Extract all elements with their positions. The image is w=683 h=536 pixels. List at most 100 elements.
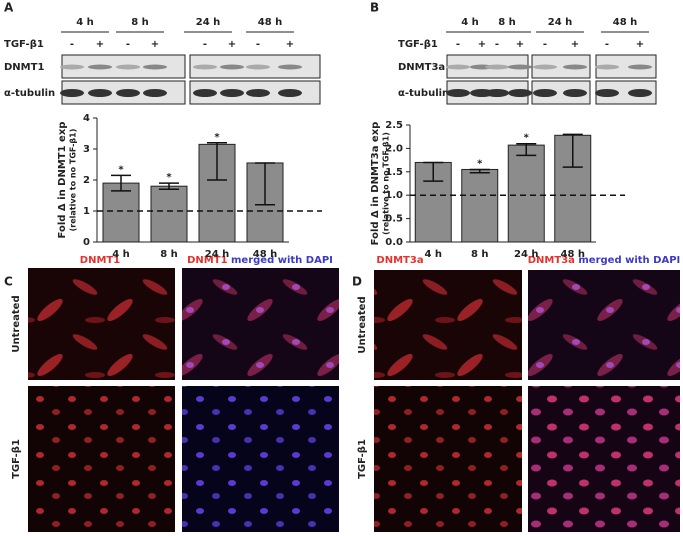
time-label: 48 h — [613, 17, 638, 28]
blot-band — [193, 89, 217, 97]
blot-band — [116, 89, 140, 97]
treatment-sign: - — [126, 39, 130, 50]
row-label: Untreated — [357, 296, 368, 353]
blot-band — [508, 64, 532, 70]
blot-band — [446, 89, 470, 97]
panel-label: D — [352, 275, 362, 289]
y-tick-label: 1.0 — [385, 190, 403, 201]
x-tick-label: 4 h — [424, 249, 442, 260]
x-tick-label: 8 h — [471, 249, 489, 260]
treatment-sign: + — [516, 39, 524, 50]
blot-band — [60, 89, 84, 97]
panel-label: A — [4, 1, 14, 15]
row-label: TGF-β1 — [11, 439, 22, 479]
blot-band — [246, 89, 270, 97]
y-tick-label: 1.5 — [385, 167, 403, 178]
blot-strip — [531, 54, 591, 79]
treatment-label: TGF-β1 — [398, 39, 438, 50]
significance: * — [524, 133, 530, 144]
x-tick-label: 8 h — [160, 249, 178, 260]
y-axis-sublabel: (relative to no TGF-β1) — [69, 129, 78, 232]
treatment-sign: - — [70, 39, 74, 50]
blot-band — [246, 64, 270, 70]
treatment-sign: + — [96, 39, 104, 50]
blot-label: α-tubulin — [398, 88, 449, 99]
blot-band — [88, 64, 112, 70]
blot-label: DNMT1 — [4, 62, 44, 73]
bar — [150, 185, 188, 243]
blot-band — [220, 89, 244, 97]
treatment-sign: - — [456, 39, 460, 50]
blot-band — [595, 89, 619, 97]
y-tick-label: 0.0 — [385, 237, 403, 248]
y-axis-label: Fold Δ in DNMT1 exp — [57, 122, 68, 239]
blot-band — [60, 64, 84, 70]
treatment-sign: - — [495, 39, 499, 50]
blot-band — [508, 89, 532, 97]
error-bar — [516, 142, 537, 157]
error-bar — [423, 161, 444, 182]
error-bar — [207, 142, 227, 181]
error-bar — [255, 162, 275, 206]
blot-band — [446, 64, 470, 70]
blot-band — [563, 89, 587, 97]
bar — [102, 182, 140, 243]
panel-label: C — [4, 275, 13, 289]
treatment-sign: + — [286, 39, 294, 50]
significance: * — [214, 132, 220, 143]
column-header: DNMT1 merged with DAPI — [187, 255, 333, 266]
x-tick-label: 48 h — [253, 249, 278, 260]
treatment-label: TGF-β1 — [4, 39, 44, 50]
blot-band — [485, 64, 509, 70]
time-label: 24 h — [548, 17, 573, 28]
micrograph — [374, 386, 522, 532]
treatment-sign: - — [256, 39, 260, 50]
micrograph — [528, 270, 680, 380]
treatment-sign: + — [571, 39, 579, 50]
blot-band — [533, 89, 557, 97]
blot-band — [278, 64, 302, 70]
blot-band — [628, 89, 652, 97]
error-bar — [111, 174, 131, 192]
significance: * — [166, 172, 172, 183]
y-tick-label: 0 — [83, 237, 90, 248]
micrograph — [374, 270, 522, 380]
treatment-sign: + — [636, 39, 644, 50]
time-label: 4 h — [76, 17, 94, 28]
error-bar — [562, 133, 583, 168]
x-tick-label: 48 h — [560, 249, 585, 260]
error-bar — [159, 182, 179, 191]
micrograph — [28, 386, 175, 532]
micrograph — [528, 386, 680, 532]
significance: * — [118, 164, 124, 175]
time-label: 24 h — [196, 17, 221, 28]
time-label: 48 h — [258, 17, 283, 28]
x-tick-label: 24 h — [205, 249, 230, 260]
blot-label: DNMT3a — [398, 62, 445, 73]
blot-band — [563, 64, 587, 70]
y-tick-label: 3 — [83, 144, 90, 155]
bar — [507, 144, 545, 243]
header-merge: merged with DAPI — [231, 255, 333, 266]
blot-band — [595, 64, 619, 70]
y-tick-label: 1 — [83, 206, 90, 217]
header-stain: DNMT3a — [528, 255, 575, 266]
blot-strip — [531, 80, 591, 105]
blot-band — [628, 64, 652, 70]
bar — [461, 168, 499, 243]
column-header: DNMT1 — [80, 255, 120, 266]
blot-band — [143, 64, 167, 70]
error-bar — [469, 168, 490, 174]
column-header: DNMT3a merged with DAPI — [528, 255, 681, 266]
panel-label: B — [370, 1, 379, 15]
blot-band — [533, 64, 557, 70]
y-tick-label: 4 — [83, 113, 90, 124]
treatment-sign: - — [605, 39, 609, 50]
blot-band — [485, 89, 509, 97]
header-stain: DNMT1 — [187, 255, 227, 266]
treatment-sign: + — [228, 39, 236, 50]
blot-band — [220, 64, 244, 70]
row-label: TGF-β1 — [357, 439, 368, 479]
micrograph — [182, 386, 339, 532]
